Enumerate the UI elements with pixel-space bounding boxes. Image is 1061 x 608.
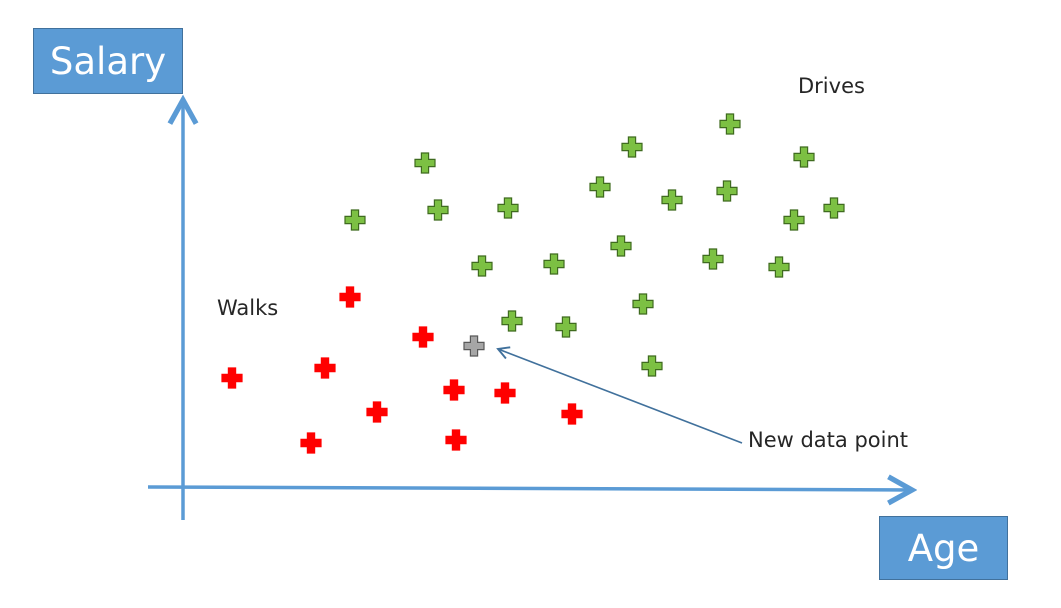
x-axis-label: Age [879, 516, 1008, 580]
walks-point [221, 367, 243, 389]
walks-point [445, 429, 467, 451]
new-point-pointer-arrow [496, 346, 743, 444]
walks-point [314, 357, 336, 379]
drives-class-label: Drives [798, 74, 865, 98]
drives-point [589, 176, 611, 198]
walks-point [443, 379, 465, 401]
drives-point [783, 209, 805, 231]
drives-point [427, 199, 449, 221]
drives-point [344, 209, 366, 231]
walks-point [412, 326, 434, 348]
walks-point [561, 403, 583, 425]
data-points [221, 113, 845, 454]
drives-point [632, 293, 654, 315]
drives-point [716, 180, 738, 202]
walks-point [300, 432, 322, 454]
drives-point [768, 256, 790, 278]
x-axis-line [147, 487, 912, 490]
drives-point [621, 136, 643, 158]
drives-point [641, 355, 663, 377]
new-data-point-point [463, 335, 485, 357]
drives-point [555, 316, 577, 338]
drives-point [793, 146, 815, 168]
walks-point [366, 401, 388, 423]
walks-point [494, 382, 516, 404]
drives-point [471, 255, 493, 277]
drives-point [702, 248, 724, 270]
drives-point [414, 152, 436, 174]
drives-point [610, 235, 632, 257]
drives-point [823, 197, 845, 219]
walks-point [339, 286, 361, 308]
walks-class-label: Walks [217, 296, 279, 320]
new-data-point-label: New data point [748, 428, 909, 452]
drives-point [543, 253, 565, 275]
drives-point [497, 197, 519, 219]
drives-point [501, 310, 523, 332]
y-axis-label: Salary [33, 28, 183, 94]
drives-point [719, 113, 741, 135]
drives-point [661, 189, 683, 211]
